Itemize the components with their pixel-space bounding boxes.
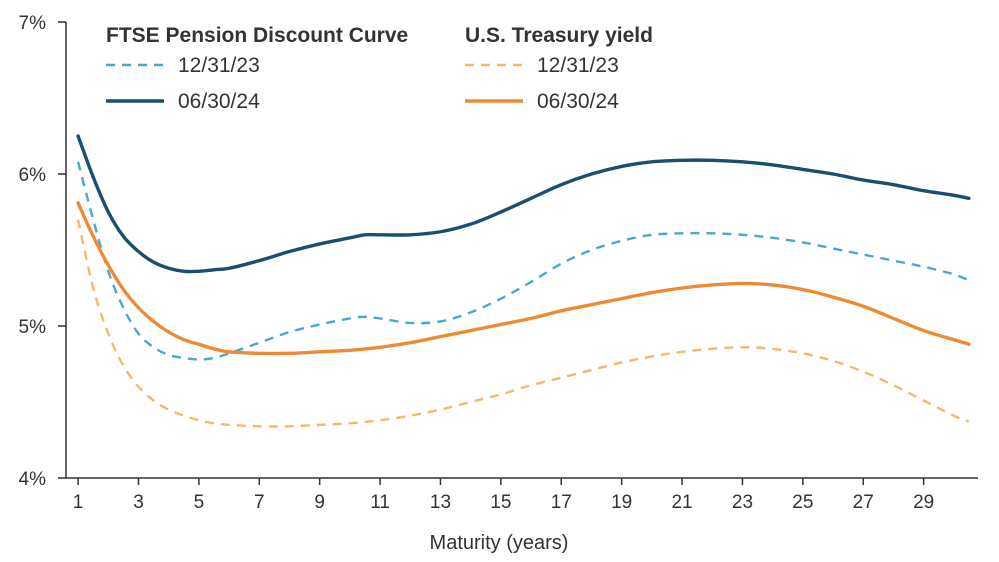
x-tick-label: 7 [254, 492, 265, 513]
series-line-ust-063024 [76, 201, 971, 356]
x-axis-ticks: 1 3 5 7 9 11 13 15 17 19 21 23 25 27 29 [73, 478, 934, 513]
x-tick-label: 15 [490, 492, 511, 513]
legend-group-title: U.S. Treasury yield [465, 24, 653, 47]
x-tick-label: 21 [671, 492, 692, 513]
x-tick-label: 1 [73, 492, 84, 513]
x-tick-label: 25 [792, 492, 813, 513]
y-tick-label: 4% [19, 469, 47, 490]
x-tick-label: 9 [314, 492, 325, 513]
y-tick-label: 5% [19, 317, 47, 338]
legend-group-title: FTSE Pension Discount Curve [106, 24, 408, 47]
axes-layer: 4%5%6%7% 1 3 5 7 9 11 13 15 17 19 21 23 25 27 29 Matur… [19, 13, 978, 554]
x-tick-label: 29 [913, 492, 934, 513]
legend-label: 12/31/23 [537, 54, 619, 77]
legend-label: 06/30/24 [537, 90, 619, 113]
x-tick-label: 3 [133, 492, 144, 513]
x-tick-label: 27 [853, 492, 874, 513]
x-axis-title: Maturity (years) [430, 532, 569, 554]
series-line-ftse-123123 [76, 161, 970, 361]
series-layer [76, 134, 971, 428]
legend-label: 12/31/23 [178, 54, 260, 77]
x-tick-label: 5 [194, 492, 205, 513]
y-axis-ticks: 4% 5% 6% 7% [19, 13, 66, 490]
x-tick-label: 13 [430, 492, 451, 513]
y-tick-label: 7% [19, 13, 47, 34]
x-tick-label: 23 [732, 492, 753, 513]
legend: FTSE Pension Discount Curve 12/31/23 06/30… [106, 24, 653, 113]
x-tick-label: 11 [370, 492, 390, 513]
x-tick-label: 17 [551, 492, 572, 513]
legend-label: 06/30/24 [178, 90, 260, 113]
x-tick-label: 19 [611, 492, 632, 513]
y-tick-label: 6% [19, 165, 47, 186]
series-line-ust-123123 [76, 219, 970, 428]
series-line-ftse-063024 [76, 134, 971, 274]
